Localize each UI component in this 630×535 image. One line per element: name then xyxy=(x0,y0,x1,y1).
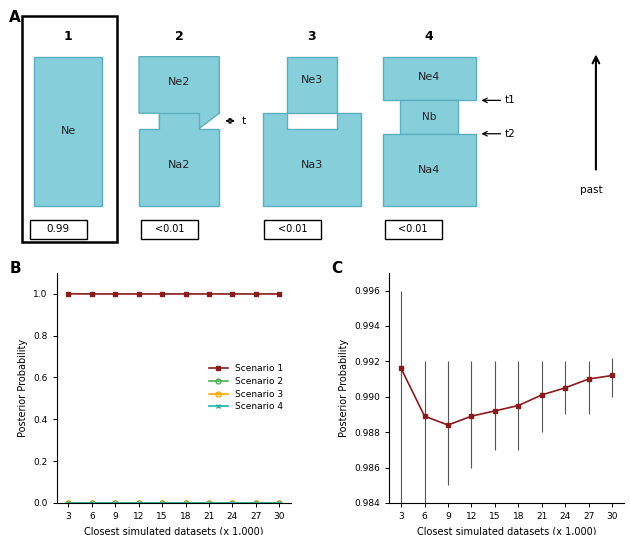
Scenario 2 xyxy=(252,500,260,506)
Text: t: t xyxy=(242,116,246,126)
Scenario 4 xyxy=(65,500,72,506)
Text: Na2: Na2 xyxy=(168,159,190,170)
Text: Ne3: Ne3 xyxy=(301,75,323,85)
Text: <0.01: <0.01 xyxy=(154,224,184,234)
Scenario 3 xyxy=(205,500,213,506)
Scenario 1 xyxy=(65,291,72,297)
Text: <0.01: <0.01 xyxy=(398,224,428,234)
Text: Ne4: Ne4 xyxy=(418,72,440,82)
Scenario 3 xyxy=(229,500,236,506)
Text: B: B xyxy=(10,262,21,277)
Scenario 1 xyxy=(112,291,119,297)
Line: Scenario 2: Scenario 2 xyxy=(66,500,282,506)
Line: Scenario 3: Scenario 3 xyxy=(66,500,282,506)
Scenario 1 xyxy=(135,291,142,297)
Polygon shape xyxy=(383,134,476,205)
Text: Na4: Na4 xyxy=(418,165,440,175)
Scenario 1 xyxy=(88,291,96,297)
Scenario 1 xyxy=(275,291,283,297)
Scenario 3 xyxy=(65,500,72,506)
FancyBboxPatch shape xyxy=(30,220,86,239)
Scenario 3 xyxy=(158,500,166,506)
Scenario 2 xyxy=(275,500,283,506)
Scenario 2 xyxy=(158,500,166,506)
Scenario 2 xyxy=(205,500,213,506)
Text: t2: t2 xyxy=(505,129,516,139)
Text: Ne: Ne xyxy=(60,126,76,136)
Text: 3: 3 xyxy=(307,29,316,43)
Text: 2: 2 xyxy=(175,29,183,43)
Scenario 4 xyxy=(252,500,260,506)
Text: <0.01: <0.01 xyxy=(278,224,307,234)
Polygon shape xyxy=(139,113,219,205)
Text: Nb: Nb xyxy=(422,112,437,122)
Scenario 2 xyxy=(112,500,119,506)
Scenario 3 xyxy=(275,500,283,506)
Text: C: C xyxy=(331,262,342,277)
Y-axis label: Posterior Probability: Posterior Probability xyxy=(339,339,349,437)
Text: Na3: Na3 xyxy=(301,159,323,170)
Scenario 2 xyxy=(88,500,96,506)
Scenario 4 xyxy=(275,500,283,506)
Scenario 3 xyxy=(112,500,119,506)
Scenario 2 xyxy=(65,500,72,506)
Scenario 1 xyxy=(182,291,190,297)
FancyBboxPatch shape xyxy=(21,16,117,242)
Scenario 2 xyxy=(229,500,236,506)
Scenario 1 xyxy=(158,291,166,297)
Scenario 2 xyxy=(182,500,190,506)
Text: 4: 4 xyxy=(425,29,433,43)
Scenario 4 xyxy=(135,500,142,506)
Scenario 4 xyxy=(158,500,166,506)
Scenario 1 xyxy=(205,291,213,297)
Text: A: A xyxy=(9,11,21,26)
FancyBboxPatch shape xyxy=(385,220,442,239)
Scenario 4 xyxy=(229,500,236,506)
Scenario 4 xyxy=(112,500,119,506)
Text: t1: t1 xyxy=(505,95,516,105)
Scenario 2 xyxy=(135,500,142,506)
Scenario 4 xyxy=(182,500,190,506)
Text: past: past xyxy=(580,185,603,195)
Scenario 1 xyxy=(252,291,260,297)
Scenario 4 xyxy=(88,500,96,506)
Text: 1: 1 xyxy=(64,29,72,43)
Legend: Scenario 1, Scenario 2, Scenario 3, Scenario 4: Scenario 1, Scenario 2, Scenario 3, Scen… xyxy=(206,361,287,415)
FancyBboxPatch shape xyxy=(265,220,321,239)
Scenario 1 xyxy=(229,291,236,297)
X-axis label: Closest simulated datasets (x 1,000): Closest simulated datasets (x 1,000) xyxy=(84,526,263,535)
Line: Scenario 4: Scenario 4 xyxy=(66,500,282,506)
Polygon shape xyxy=(139,57,219,128)
Polygon shape xyxy=(400,101,458,134)
Polygon shape xyxy=(34,57,102,205)
Polygon shape xyxy=(263,113,362,205)
X-axis label: Closest simulated datasets (x 1,000): Closest simulated datasets (x 1,000) xyxy=(417,526,597,535)
Y-axis label: Posterior Probability: Posterior Probability xyxy=(18,339,28,437)
Polygon shape xyxy=(383,57,476,101)
Text: Ne2: Ne2 xyxy=(168,78,190,87)
Scenario 3 xyxy=(182,500,190,506)
Polygon shape xyxy=(287,57,336,113)
Scenario 3 xyxy=(135,500,142,506)
Scenario 4 xyxy=(205,500,213,506)
Text: 0.99: 0.99 xyxy=(47,224,70,234)
Scenario 3 xyxy=(88,500,96,506)
FancyBboxPatch shape xyxy=(141,220,198,239)
Line: Scenario 1: Scenario 1 xyxy=(66,292,282,296)
Scenario 3 xyxy=(252,500,260,506)
